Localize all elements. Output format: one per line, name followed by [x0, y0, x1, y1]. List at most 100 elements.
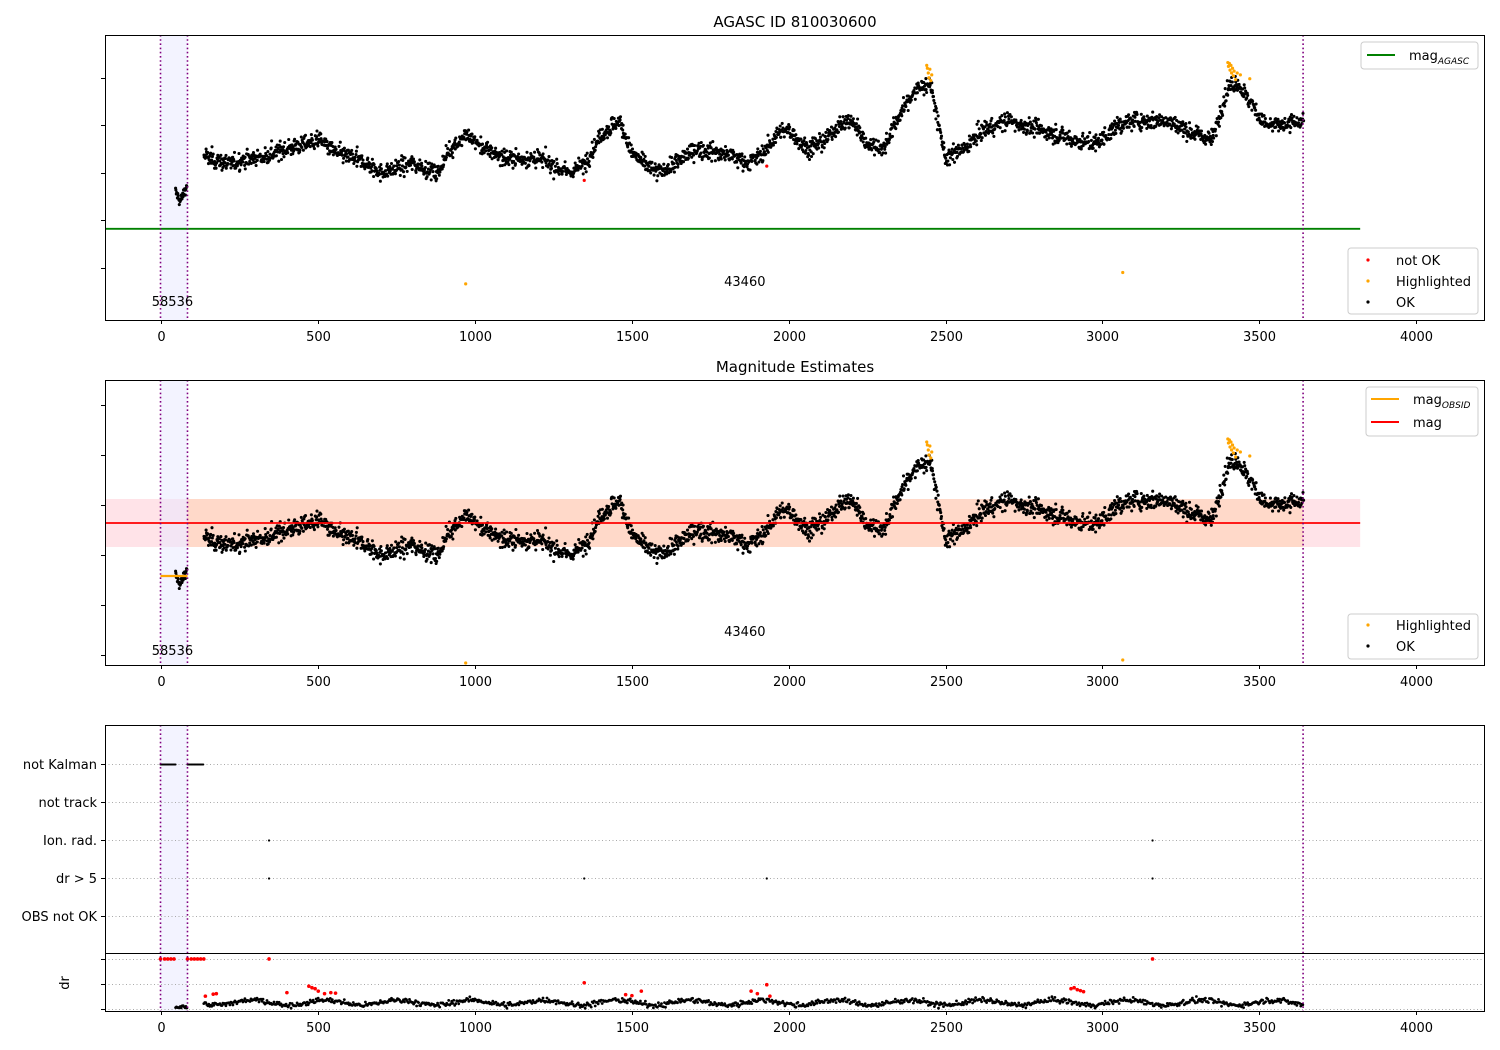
ok-point: [563, 166, 567, 170]
ok-point: [480, 142, 485, 146]
ok-point: [433, 547, 437, 551]
ok-point: [626, 526, 630, 530]
ok-point: [870, 529, 874, 533]
ok-point: [600, 127, 604, 131]
ok-point: [1204, 142, 1208, 146]
ok-point: [901, 474, 906, 478]
ok-point: [736, 166, 740, 170]
ok-point: [935, 489, 939, 493]
ok-point: [1157, 116, 1161, 120]
ok-point: [509, 531, 513, 535]
ok-point: [390, 167, 394, 171]
ok-point: [647, 546, 651, 550]
ok-point: [766, 150, 770, 154]
ok-point: [204, 147, 208, 151]
ok-point: [1125, 500, 1129, 504]
ok-point: [698, 144, 703, 148]
ok-point: [948, 163, 952, 167]
ok-point: [355, 145, 359, 149]
ok-point: [490, 157, 494, 161]
ok-point: [1002, 498, 1006, 502]
ok-point: [735, 160, 739, 164]
ok-point: [990, 496, 994, 500]
obsid-annotation: 43460: [724, 275, 765, 290]
ok-point: [817, 512, 822, 516]
highlighted-point: [927, 76, 931, 80]
ok-point: [1017, 508, 1021, 512]
ok-point: [841, 115, 845, 119]
ok-point: [206, 162, 211, 166]
ok-point: [507, 544, 511, 548]
ok-point: [1054, 507, 1058, 512]
ok-point: [871, 518, 875, 522]
ok-point: [1096, 517, 1101, 521]
ok-point: [898, 498, 902, 502]
ok-point: [446, 528, 450, 532]
ok-point: [962, 529, 966, 533]
ok-point: [780, 501, 784, 505]
ok-point: [682, 155, 686, 159]
ok-point: [1044, 130, 1048, 134]
ok-point: [761, 159, 765, 163]
legend-swatch-dot: [1366, 279, 1370, 283]
ok-point: [1193, 137, 1197, 141]
ok-point: [998, 506, 1002, 510]
ok-point: [226, 543, 230, 547]
ok-point: [410, 155, 414, 159]
ok-point: [276, 146, 280, 150]
ok-point: [352, 543, 356, 547]
ok-point: [662, 544, 666, 548]
ok-point: [836, 130, 841, 134]
ok-point: [1139, 129, 1143, 133]
ok-point: [1009, 494, 1013, 498]
ok-point: [904, 104, 908, 109]
ok-point: [512, 541, 516, 545]
ok-point: [673, 165, 677, 169]
ok-point: [1087, 139, 1091, 144]
ok-point: [325, 527, 330, 531]
ok-point: [442, 545, 446, 549]
ok-point: [816, 142, 820, 146]
ok-point: [672, 170, 676, 174]
ok-point: [652, 173, 656, 177]
ok-point: [887, 141, 891, 145]
ok-point: [392, 164, 396, 168]
ok-point: [948, 156, 952, 160]
ok-point: [1208, 140, 1212, 144]
ok-point: [235, 546, 239, 550]
ok-point: [1133, 495, 1137, 499]
ok-point: [1154, 124, 1158, 128]
ok-point: [277, 541, 281, 545]
ok-point: [1145, 493, 1149, 497]
ok-point: [935, 110, 939, 114]
ok-point: [315, 515, 319, 519]
ok-point: [479, 515, 483, 519]
ok-point: [1027, 495, 1031, 499]
ok-point: [952, 542, 957, 546]
ok-point: [405, 552, 409, 556]
ok-point: [291, 145, 295, 149]
ok-point: [360, 535, 364, 539]
ok-point: [748, 168, 752, 172]
ok-point: [229, 548, 233, 552]
ok-point: [206, 151, 210, 155]
ok-point: [1107, 513, 1111, 517]
ok-point: [1118, 117, 1122, 121]
ok-point: [428, 170, 432, 174]
ok-point: [799, 518, 803, 522]
ok-point: [1060, 511, 1065, 515]
ok-point: [418, 158, 422, 162]
ok-point: [1135, 112, 1139, 116]
ok-point: [593, 148, 597, 152]
ok-point: [344, 159, 348, 163]
ok-point: [1029, 509, 1033, 513]
ok-point: [237, 151, 241, 156]
ok-point: [388, 546, 392, 550]
ok-point: [743, 536, 747, 540]
ok-point: [587, 541, 591, 545]
ok-point: [360, 154, 364, 158]
ok-point: [243, 167, 247, 171]
ok-point: [890, 126, 894, 130]
ok-point: [952, 160, 957, 164]
ok-point: [206, 543, 211, 547]
